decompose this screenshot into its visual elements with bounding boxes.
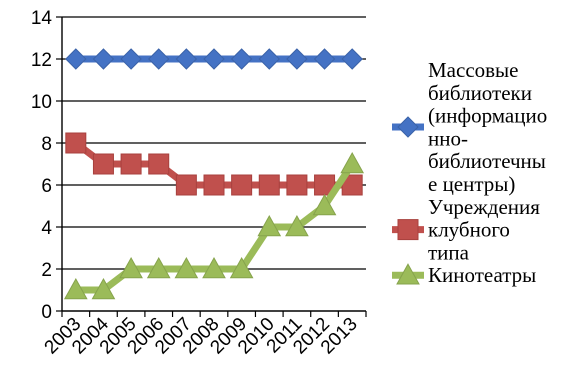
data-point <box>148 153 170 175</box>
data-point <box>312 193 337 216</box>
data-point <box>119 256 143 279</box>
legend-label-line: е центры) <box>428 172 515 196</box>
data-point <box>285 214 309 237</box>
y-tick-label: 6 <box>41 176 52 197</box>
data-point <box>229 256 254 279</box>
data-point <box>231 174 253 196</box>
data-point <box>257 214 282 237</box>
data-point <box>174 256 199 279</box>
legend-swatch-marker <box>397 219 419 241</box>
legend-label-line: Кинотеатры <box>428 263 536 287</box>
y-tick-label: 0 <box>41 302 52 323</box>
legend: Массовыебиблиотеки(информационно-библиот… <box>392 58 547 287</box>
legend-swatch-marker <box>396 263 420 285</box>
data-point <box>258 174 280 196</box>
y-tick-label: 10 <box>31 92 52 113</box>
data-point <box>286 48 308 70</box>
data-point <box>258 48 280 70</box>
data-point <box>286 174 308 196</box>
data-point <box>340 151 365 174</box>
legend-label-line: библиотеки <box>428 81 532 105</box>
data-point <box>175 48 198 70</box>
data-point <box>202 256 226 279</box>
data-point <box>203 174 225 196</box>
data-point <box>120 48 142 70</box>
y-tick-label: 8 <box>41 134 52 155</box>
legend-label-line: библиотечны <box>428 149 546 173</box>
legend-label-line: типа <box>428 240 470 264</box>
legend-label-line: нно- <box>428 126 468 150</box>
legend-label-line: Массовые <box>428 58 518 82</box>
legend-entry-3: Кинотеатры <box>392 263 536 287</box>
data-point <box>175 174 197 196</box>
data-point <box>91 277 116 300</box>
series-group <box>63 48 365 300</box>
legend-swatch-marker <box>397 116 419 138</box>
axes <box>56 16 367 317</box>
y-tick-label: 4 <box>41 218 52 239</box>
data-point <box>92 153 114 175</box>
legend-label-line: Учреждения <box>428 195 540 219</box>
data-point <box>230 48 253 70</box>
y-tick-label: 14 <box>31 8 53 29</box>
data-point <box>203 48 225 70</box>
y-tick-label: 2 <box>41 260 52 281</box>
x-axis-tick-labels: 2003200420052006200720082009201020112012… <box>41 313 362 358</box>
data-point <box>148 48 170 70</box>
data-point <box>65 132 87 154</box>
data-point <box>120 153 142 175</box>
legend-label-line: клубного <box>428 218 510 242</box>
y-axis-tick-labels: 0 2 4 6 8 10 12 14 <box>31 8 53 323</box>
data-point <box>146 256 171 279</box>
legend-label-line: (информацио <box>428 104 547 128</box>
data-point <box>65 48 87 70</box>
data-point <box>313 48 336 70</box>
series-3 <box>63 151 365 300</box>
data-point <box>63 277 88 300</box>
legend-entry-1: Массовыебиблиотеки(информационно-библиот… <box>392 58 547 196</box>
y-tick-label: 12 <box>31 50 52 71</box>
data-point <box>92 48 115 70</box>
data-point <box>341 48 363 70</box>
series-2 <box>65 132 363 196</box>
series-1 <box>65 48 363 70</box>
